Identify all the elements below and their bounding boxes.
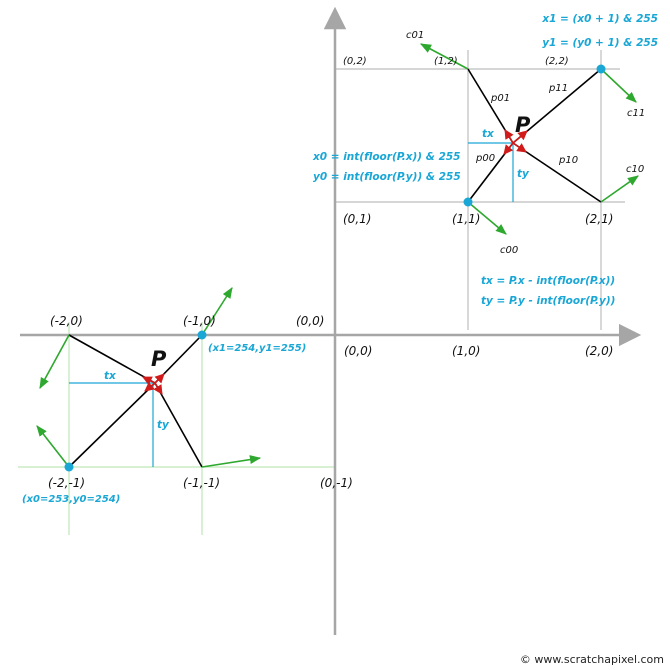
grid-lines <box>18 50 625 535</box>
label-minus2-0: (-2,0) <box>50 314 83 328</box>
corner-x0y0-dot <box>463 197 473 207</box>
label-0-minus1: (0,-1) <box>320 476 353 490</box>
label-c10: c10 <box>626 164 644 175</box>
point-p-upper: P <box>515 113 531 137</box>
lower-cell <box>36 287 262 472</box>
label-2-2: (2,2) <box>545 56 569 67</box>
label-0-2: (0,2) <box>343 56 367 67</box>
formula-y1: y1 = (y0 + 1) & 255 <box>542 37 658 49</box>
label-1-0: (1,0) <box>452 344 480 358</box>
formula-x0: x0 = int(floor(P.x)) & 255 <box>312 151 460 163</box>
label-c01: c01 <box>406 30 424 41</box>
label-tx-lower: tx <box>104 370 117 382</box>
upper-cell <box>420 43 639 235</box>
formula-tx: tx = P.x - int(floor(P.x)) <box>481 275 615 287</box>
label-origin-right: (0,0) <box>344 344 372 358</box>
label-p10: p10 <box>558 155 578 166</box>
gradient-c01 <box>420 43 469 70</box>
label-0-1: (0,1) <box>343 212 371 226</box>
label-x1y1-lower: (x1=254,y1=255) <box>208 343 306 354</box>
label-2-1: (2,1) <box>585 212 613 226</box>
gradient-c11 <box>600 68 637 103</box>
label-minus2-minus1: (-2,-1) <box>48 476 85 490</box>
label-x0y0-lower: (x0=253,y0=254) <box>22 494 120 505</box>
vector-p10 <box>512 142 602 203</box>
copyright-footer: © www.scratchapixel.com <box>520 653 664 666</box>
formula-x1: x1 = (x0 + 1) & 255 <box>541 13 658 25</box>
point-p-lower: P <box>151 347 167 371</box>
gradient-c10 <box>600 175 639 203</box>
gradient-c00 <box>467 201 507 235</box>
label-c11: c11 <box>627 108 645 119</box>
axes <box>20 6 642 635</box>
lower-x0y0-dot <box>64 462 74 472</box>
label-p01: p01 <box>490 93 510 104</box>
corner-x1y1-dot <box>596 64 606 74</box>
label-1-1: (1,1) <box>452 212 480 226</box>
label-tx-upper: tx <box>482 128 495 140</box>
label-p11: p11 <box>548 83 568 94</box>
label-origin-left: (0,0) <box>296 314 324 328</box>
label-1-2: (1,2) <box>434 56 458 67</box>
label-minus1-0: (-1,0) <box>183 314 216 328</box>
formula-y0: y0 = int(floor(P.y)) & 255 <box>313 171 461 183</box>
label-ty-lower: ty <box>157 419 170 431</box>
label-c00: c00 <box>500 245 518 256</box>
label-minus1-minus1: (-1,-1) <box>183 476 220 490</box>
formula-ty: ty = P.y - int(floor(P.y)) <box>481 295 615 307</box>
lower-x1y1-dot <box>197 330 207 340</box>
label-ty-upper: ty <box>517 168 530 180</box>
label-2-0: (2,0) <box>585 344 613 358</box>
label-p00: p00 <box>475 153 495 164</box>
